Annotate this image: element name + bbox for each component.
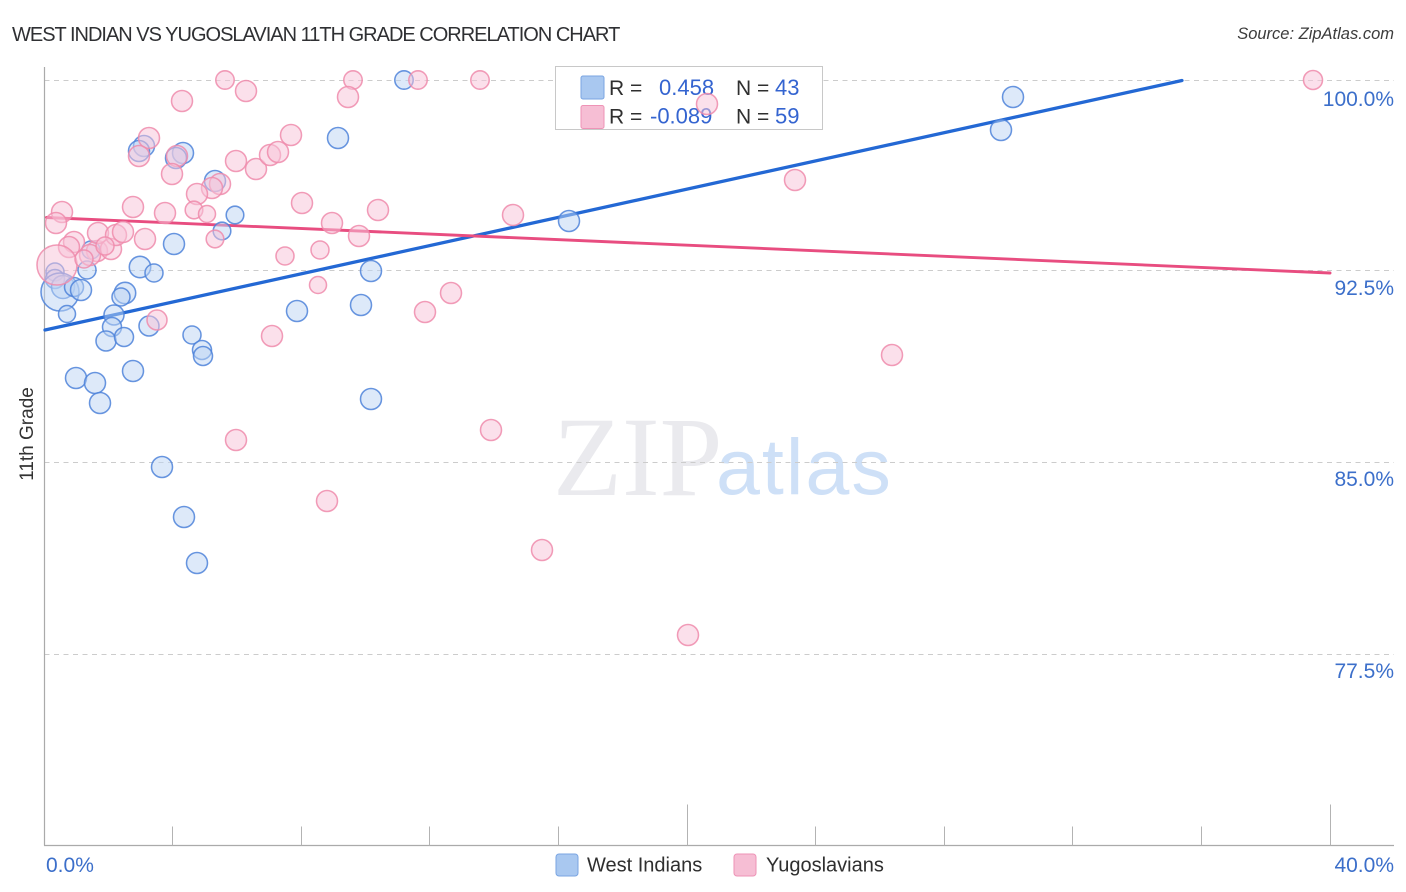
svg-text:ZIP: ZIP bbox=[553, 395, 723, 520]
svg-text:Source: ZipAtlas.com: Source: ZipAtlas.com bbox=[1237, 25, 1394, 43]
svg-text:11th Grade: 11th Grade bbox=[17, 387, 38, 481]
svg-text:R =: R = bbox=[609, 77, 642, 100]
svg-text:85.0%: 85.0% bbox=[1334, 468, 1394, 491]
svg-text:100.0%: 100.0% bbox=[1323, 88, 1394, 111]
svg-text:WEST INDIAN VS YUGOSLAVIAN 11T: WEST INDIAN VS YUGOSLAVIAN 11TH GRADE CO… bbox=[12, 24, 620, 46]
svg-text:43: 43 bbox=[775, 75, 799, 100]
svg-text:West Indians: West Indians bbox=[587, 855, 702, 877]
svg-text:0.0%: 0.0% bbox=[46, 854, 94, 877]
svg-text:77.5%: 77.5% bbox=[1334, 660, 1394, 683]
svg-text:N =: N = bbox=[736, 77, 769, 100]
svg-text:59: 59 bbox=[775, 104, 799, 129]
svg-text:40.0%: 40.0% bbox=[1334, 854, 1394, 877]
svg-text:92.5%: 92.5% bbox=[1334, 277, 1394, 300]
svg-text:Yugoslavians: Yugoslavians bbox=[766, 855, 884, 877]
svg-text:N =: N = bbox=[736, 106, 769, 129]
svg-text:R =: R = bbox=[609, 106, 642, 129]
svg-text:atlas: atlas bbox=[716, 422, 893, 511]
